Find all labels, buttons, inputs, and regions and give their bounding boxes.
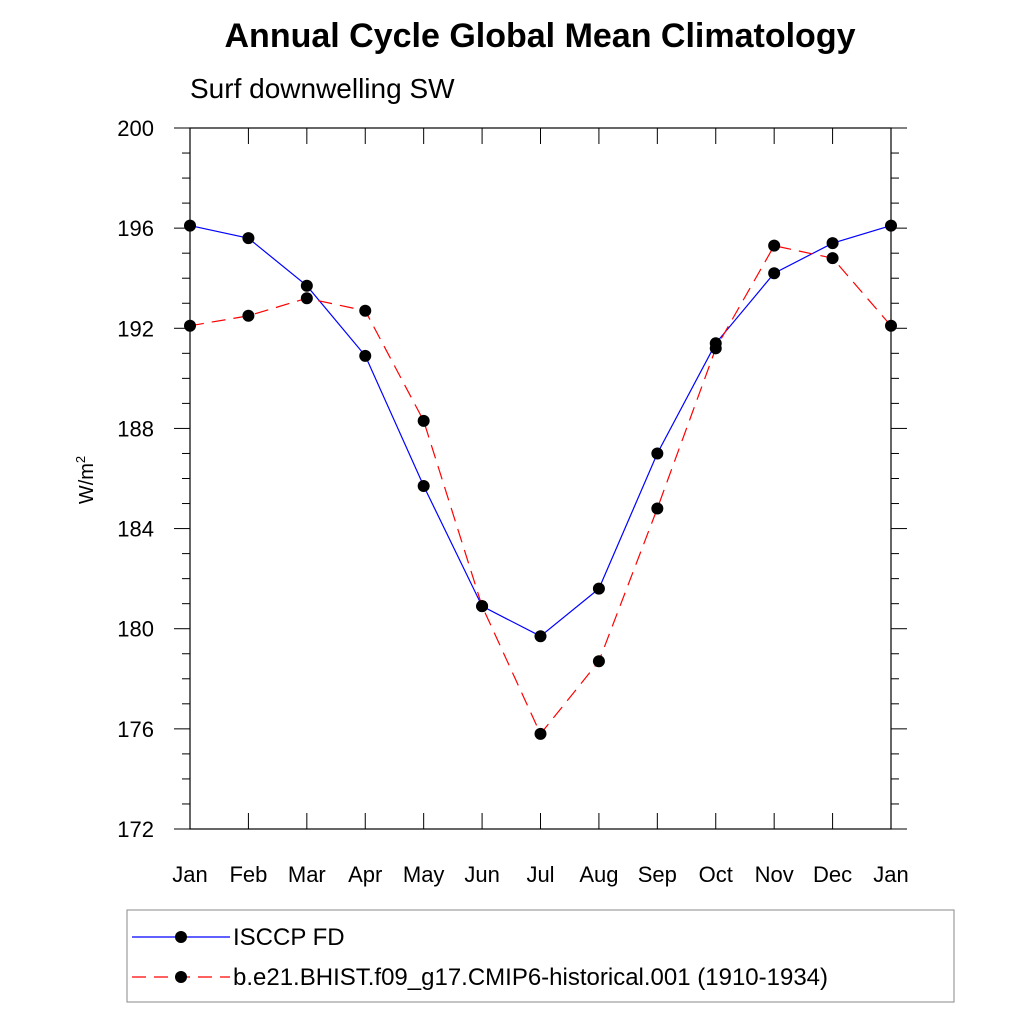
- series-0-point: [768, 267, 781, 280]
- series-0-point: [417, 480, 430, 493]
- x-tick-label: Jul: [526, 862, 554, 887]
- series-1-point: [359, 304, 372, 317]
- x-tick-label: Aug: [579, 862, 618, 887]
- series-1-point: [534, 727, 547, 740]
- series-0-point: [826, 237, 839, 250]
- series-0-point: [359, 349, 372, 362]
- y-axis-label-superscript: 2: [73, 456, 88, 463]
- y-tick-label: 176: [117, 717, 154, 742]
- y-axis-label-base: W/m: [76, 463, 98, 504]
- axes: Jan Feb Mar Apr May Jun Jul Aug Sep Oct Nov Dec Jan 1…: [117, 116, 908, 887]
- series-0-point: [300, 279, 313, 292]
- series-0-point: [534, 630, 547, 643]
- series-1-point: [709, 342, 722, 355]
- series-line-1: [189, 245, 892, 736]
- series-0-point: [184, 219, 196, 232]
- series-1-point: [885, 319, 897, 332]
- series-0-point: [242, 232, 255, 245]
- series-1-point: [242, 309, 255, 322]
- x-tick-label: Feb: [229, 862, 267, 887]
- series-1-point: [592, 655, 605, 668]
- plot-frame: [189, 127, 892, 830]
- y-tick-label: 184: [117, 517, 154, 542]
- x-tick-label: Apr: [348, 862, 382, 887]
- legend-label-isccp: ISCCP FD: [233, 924, 345, 951]
- series-group: [184, 219, 897, 740]
- x-tick-label: Mar: [288, 862, 326, 887]
- legend-marker-isccp: [175, 931, 187, 943]
- series-1-point: [826, 252, 839, 265]
- series-1-point: [300, 292, 313, 305]
- series-0-point: [651, 447, 664, 460]
- legend-label-cmip6: b.e21.BHIST.f09_g17.CMIP6-historical.001…: [233, 964, 828, 991]
- series-1-point: [651, 502, 664, 515]
- y-tick-label: 200: [117, 116, 154, 141]
- series-1-point: [768, 239, 781, 252]
- x-tick-label: Oct: [699, 862, 733, 887]
- x-tick-label: Nov: [755, 862, 794, 887]
- x-tick-label: Jun: [464, 862, 499, 887]
- series-1-point: [184, 319, 196, 332]
- x-tick-label: Jan: [172, 862, 207, 887]
- legend: ISCCP FD b.e21.BHIST.f09_g17.CMIP6-histo…: [126, 909, 955, 1003]
- y-tick-label: 172: [117, 817, 154, 842]
- series-0-point: [592, 582, 605, 595]
- y-tick-label: 188: [117, 416, 154, 441]
- x-tick-label: May: [403, 862, 445, 887]
- series-1-point: [476, 600, 489, 613]
- legend-box: [126, 909, 955, 1003]
- x-tick-label: Dec: [813, 862, 852, 887]
- chart-subtitle: Surf downwelling SW: [190, 73, 455, 104]
- y-tick-label: 180: [117, 617, 154, 642]
- y-tick-label: 192: [117, 316, 154, 341]
- y-tick-label: 196: [117, 216, 154, 241]
- chart-title: Annual Cycle Global Mean Climatology: [225, 17, 856, 55]
- y-axis-label: W/m2: [73, 456, 98, 504]
- series-line-0: [189, 225, 892, 637]
- x-tick-label: Jan: [873, 862, 908, 887]
- series-1-point: [417, 414, 430, 427]
- legend-marker-cmip6: [175, 971, 187, 983]
- x-tick-label: Sep: [638, 862, 677, 887]
- series-0-point: [885, 219, 897, 232]
